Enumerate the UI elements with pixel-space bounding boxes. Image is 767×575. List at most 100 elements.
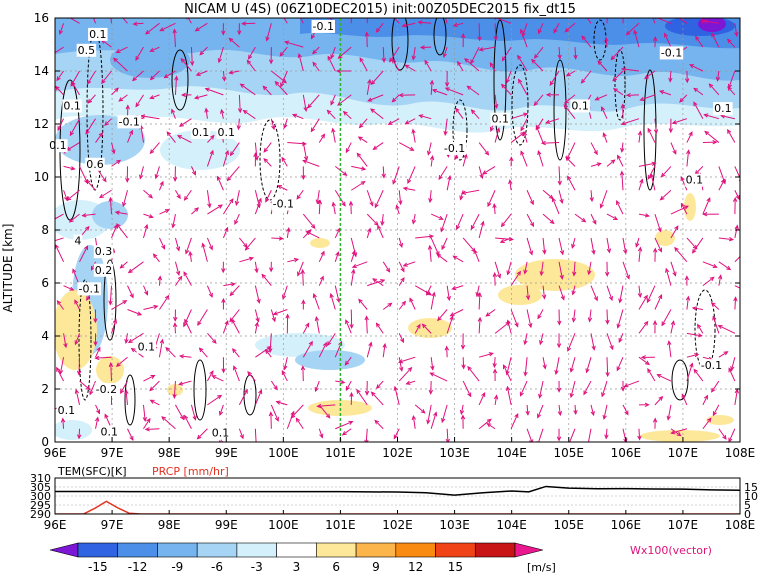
vector-head (94, 355, 100, 361)
vector-shaft (334, 228, 341, 239)
vector-head (119, 263, 125, 269)
vector-shaft (539, 380, 544, 398)
vector-head (217, 394, 223, 400)
wind-vector (149, 70, 160, 81)
vector-head (728, 237, 735, 242)
vector-shaft (270, 380, 278, 390)
vector-shaft (180, 355, 192, 358)
wind-vector (536, 118, 544, 130)
vector-head (393, 385, 398, 391)
vector-head (237, 108, 243, 114)
wind-vector (58, 357, 65, 375)
vector-head (93, 341, 98, 347)
vector-head (645, 360, 650, 366)
vector-shaft (398, 333, 404, 343)
vector-shaft (128, 332, 144, 343)
vector-shaft (159, 295, 170, 310)
vector-head (81, 213, 87, 218)
vector-head (523, 340, 528, 346)
colorbar-swatch (196, 542, 238, 558)
vector-head (231, 348, 237, 353)
wind-vector (190, 166, 196, 176)
vector-head (380, 221, 385, 227)
vector-shaft (356, 389, 368, 406)
vector-head (234, 200, 240, 206)
wind-vector (300, 365, 306, 382)
wind-vector (667, 340, 672, 358)
contour-label: 0.1 (218, 126, 236, 139)
vector-shaft (487, 190, 496, 207)
vector-head (616, 200, 621, 206)
vector-head (523, 112, 529, 117)
vector-shaft (155, 166, 160, 179)
vector-head (609, 345, 614, 351)
vector-shaft (574, 404, 577, 414)
vector-head (331, 201, 336, 207)
vector-head (734, 31, 739, 38)
vector-head (409, 297, 414, 303)
vector-scale-label: Wx100(vector) (630, 544, 712, 557)
vector-head (411, 55, 416, 61)
vector-shaft (605, 37, 608, 48)
surface-left-tick-label: 295 (30, 499, 51, 512)
vector-shaft (626, 22, 640, 36)
vector-shaft (91, 261, 96, 271)
wind-vector (254, 428, 258, 442)
vector-head (467, 365, 472, 371)
surface-x-tick-label: 104E (496, 518, 527, 532)
vector-shaft (600, 190, 608, 208)
vector-shaft (478, 142, 489, 156)
wind-vector (542, 213, 555, 225)
wind-vector (372, 278, 384, 287)
vector-shaft (621, 118, 640, 125)
vector-head (209, 149, 214, 155)
vector-head (209, 134, 215, 140)
wind-vector (715, 70, 721, 82)
vector-head (189, 61, 195, 67)
vector-head (477, 316, 483, 322)
wind-vector (710, 302, 720, 310)
wind-vector (191, 207, 200, 215)
vector-head (610, 159, 616, 164)
wind-vector (283, 18, 288, 24)
wind-vector (295, 417, 304, 430)
vector-shaft (388, 118, 400, 125)
wind-vector (180, 57, 192, 72)
wind-vector (359, 57, 368, 72)
vector-head (445, 438, 450, 442)
vector-head (120, 389, 125, 395)
wind-vector (494, 94, 499, 109)
vector-head (674, 246, 679, 252)
vector-shaft (718, 428, 727, 440)
vector-head (710, 302, 716, 307)
vector-head (625, 30, 631, 36)
vector-head (680, 176, 685, 182)
vector-head (565, 72, 571, 77)
vector-head (112, 57, 118, 63)
wind-vector (730, 357, 736, 372)
x-tick-label: 108E (725, 446, 756, 460)
vector-shaft (590, 333, 595, 350)
vector-shaft (335, 421, 353, 430)
vector-head (199, 50, 205, 56)
vector-shaft (56, 300, 64, 310)
vector-shaft (510, 413, 519, 429)
vector-head (647, 174, 652, 180)
wind-vector (302, 213, 316, 229)
vector-head (96, 409, 101, 415)
wind-vector (446, 285, 451, 302)
wind-vector (618, 333, 624, 344)
vector-shaft (524, 261, 528, 274)
vector-shaft (453, 255, 464, 263)
vector-shaft (366, 316, 368, 334)
vector-shaft (238, 94, 241, 113)
vector-head (500, 83, 506, 89)
wind-vector (633, 29, 640, 48)
vector-shaft (330, 94, 336, 105)
vector-shaft (610, 46, 624, 60)
vector-head (201, 242, 206, 248)
wind-vector (69, 118, 80, 137)
vector-shaft (366, 213, 379, 226)
wind-vector (606, 159, 616, 167)
wind-vector (693, 87, 704, 96)
